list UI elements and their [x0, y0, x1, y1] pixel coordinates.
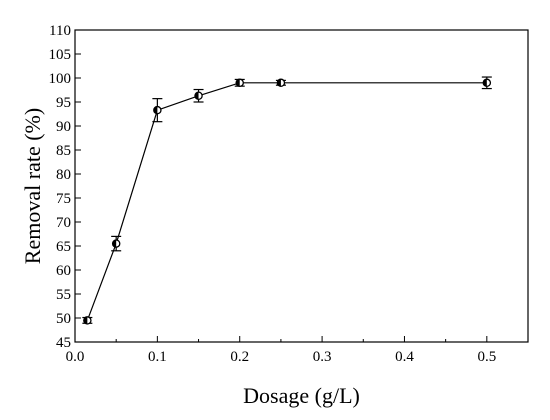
y-tick-label: 55 — [56, 287, 71, 303]
data-point — [111, 239, 121, 248]
x-tick-label: 0.3 — [313, 349, 332, 365]
y-tick-label: 75 — [56, 191, 71, 207]
x-tick-label: 0.5 — [477, 349, 496, 365]
y-tick-label: 50 — [56, 311, 71, 327]
x-tick-label: 0.2 — [230, 349, 249, 365]
data-point — [83, 316, 92, 325]
y-tick-label: 60 — [56, 263, 71, 279]
plot-frame — [74, 29, 529, 343]
y-tick-label: 80 — [56, 167, 71, 183]
y-tick-label: 70 — [56, 215, 71, 231]
y-tick-label: 100 — [49, 71, 72, 87]
data-point — [482, 78, 492, 88]
data-point — [194, 91, 203, 101]
series-line — [86, 82, 487, 321]
y-tick-label: 110 — [49, 23, 71, 39]
x-tick-label: 0.1 — [148, 349, 167, 365]
data-point — [276, 78, 286, 88]
data-point — [235, 78, 244, 88]
y-tick-label: 45 — [56, 335, 71, 351]
x-axis-label: Dosage (g/L) — [243, 383, 360, 408]
y-tick-label: 85 — [56, 143, 71, 159]
y-tick-label: 105 — [49, 47, 72, 63]
y-tick-label: 65 — [56, 239, 71, 255]
data-point — [153, 105, 162, 115]
x-tick-label: 0.4 — [395, 349, 414, 365]
y-tick-label: 90 — [56, 119, 71, 135]
y-tick-label: 95 — [56, 95, 71, 111]
y-axis-label: Removal rate (%) — [20, 108, 45, 264]
x-tick-label: 0.0 — [66, 349, 85, 365]
